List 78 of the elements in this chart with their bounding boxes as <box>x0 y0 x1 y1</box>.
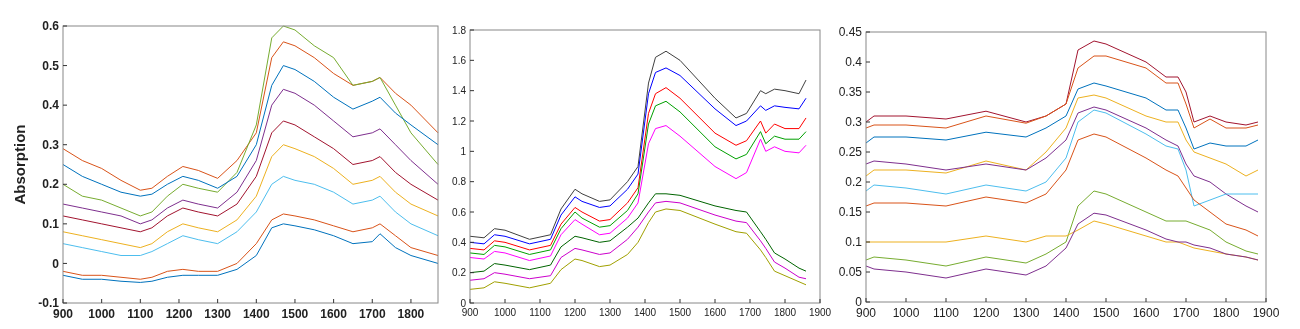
y-tick-label: 0.6 <box>452 206 467 218</box>
y-tick-label: 0.5 <box>42 58 60 73</box>
x-tick-label: 1700 <box>358 307 386 321</box>
y-tick-label: 0.4 <box>845 55 863 70</box>
x-tick-label: 1500 <box>281 307 309 321</box>
y-tick-label: 0.15 <box>838 205 863 220</box>
line-series <box>469 208 807 290</box>
line-series <box>62 25 439 217</box>
x-tick-label: 1100 <box>127 307 154 321</box>
y-tick-label: 1 <box>460 145 467 157</box>
y-tick-label: 0.6 <box>42 19 60 34</box>
x-tick-label: 1000 <box>88 307 116 321</box>
x-tick-label: 1000 <box>892 306 920 320</box>
y-tick-label: 0.3 <box>845 115 863 130</box>
line-series <box>62 120 439 233</box>
x-tick-label: 1600 <box>703 307 727 318</box>
line-series <box>865 94 1259 177</box>
x-tick-label: 1100 <box>933 306 960 320</box>
x-tick-label: 1400 <box>633 307 657 318</box>
y-tick-label: 0.4 <box>42 98 60 113</box>
line-series <box>62 88 439 225</box>
x-tick-label: 1300 <box>1012 306 1040 320</box>
x-tick-label: 1100 <box>529 307 552 318</box>
y-tick-label: 0.2 <box>845 175 863 190</box>
y-tick-label: 0 <box>52 256 60 271</box>
line-series <box>865 212 1259 279</box>
x-tick-label: 1700 <box>1172 306 1200 320</box>
y-tick-label: 0.35 <box>838 85 863 100</box>
x-tick-label: 1800 <box>397 307 425 321</box>
x-tick-label: 1800 <box>1212 306 1240 320</box>
y-tick-label: 1.2 <box>452 115 467 127</box>
line-series <box>62 213 439 280</box>
y-tick-label: 0.2 <box>42 177 60 192</box>
x-tick-label: 1200 <box>972 306 1000 320</box>
x-tick-label: 1500 <box>668 307 692 318</box>
line-series <box>62 175 439 257</box>
x-tick-label: 900 <box>52 307 74 321</box>
line-series <box>469 125 807 262</box>
x-tick-label: 1400 <box>1052 306 1080 320</box>
x-tick-label: 1600 <box>320 307 348 321</box>
y-tick-label: 0.3 <box>42 137 60 152</box>
line-series <box>865 40 1259 126</box>
line-series <box>865 133 1259 237</box>
x-tick-label: 1300 <box>204 307 232 321</box>
x-tick-label: 1900 <box>808 307 832 318</box>
x-tick-label: 1600 <box>1132 306 1160 320</box>
y-tick-label: 0.45 <box>838 25 863 40</box>
y-axis-title: Absorption <box>11 124 28 205</box>
line-series <box>865 55 1259 129</box>
y-tick-label: 0 <box>460 297 467 309</box>
y-tick-label: 1.8 <box>452 24 467 36</box>
y-tick-label: 0.2 <box>452 267 467 279</box>
x-tick-label: 1000 <box>493 307 517 318</box>
x-tick-label: 1400 <box>242 307 270 321</box>
x-tick-label: 900 <box>461 307 479 318</box>
y-tick-label: 1.4 <box>452 85 467 97</box>
y-tick-label: 1.6 <box>452 54 467 66</box>
line-series <box>62 144 439 249</box>
x-tick-label: 1800 <box>773 307 797 318</box>
y-tick-label: 0.1 <box>42 217 60 232</box>
line-series <box>865 190 1259 267</box>
x-tick-label: 1300 <box>598 307 622 318</box>
x-tick-label: 1200 <box>563 307 587 318</box>
y-tick-label: 0.8 <box>452 176 467 188</box>
x-tick-label: 900 <box>855 306 877 320</box>
y-tick-label: 0.4 <box>452 236 467 248</box>
line-series <box>62 65 439 197</box>
line-series <box>62 41 439 191</box>
x-tick-label: 1900 <box>1252 306 1280 320</box>
line-series <box>62 223 439 283</box>
y-tick-label: 0.1 <box>845 235 863 250</box>
x-tick-label: 1200 <box>165 307 193 321</box>
x-tick-label: 1500 <box>1092 306 1120 320</box>
line-series <box>469 200 807 281</box>
line-series <box>865 82 1259 150</box>
y-tick-label: 0.05 <box>838 265 863 280</box>
x-tick-label: 1700 <box>738 307 762 318</box>
y-tick-label: 0.25 <box>838 145 863 160</box>
